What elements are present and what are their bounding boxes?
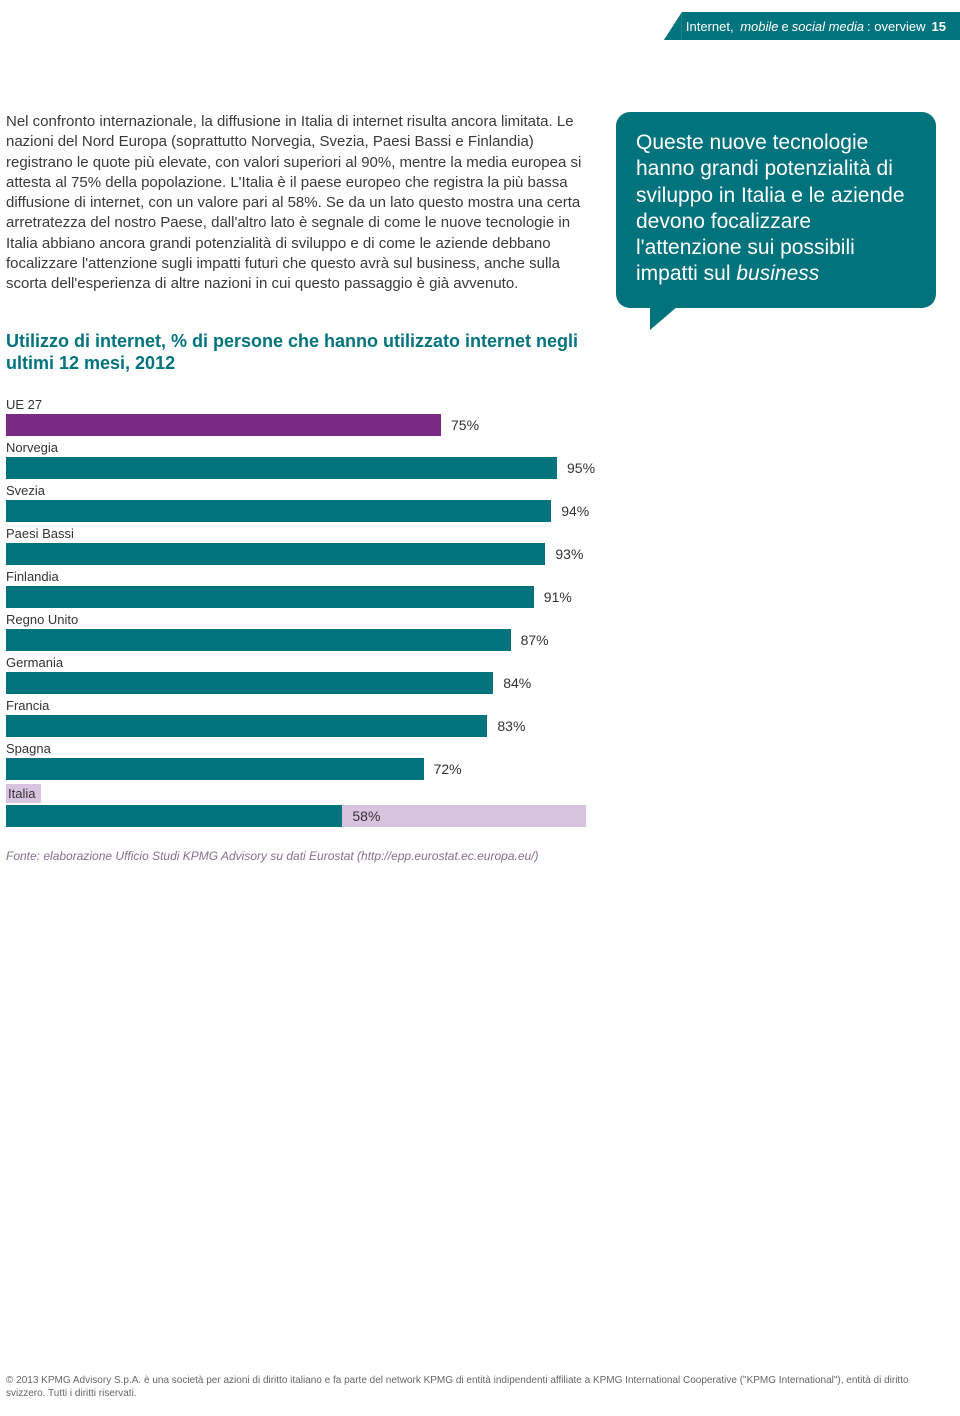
two-col: Nel confronto internazionale, la diffusi… bbox=[6, 112, 936, 308]
bar-value: 94% bbox=[551, 500, 589, 522]
bar-chart: UE 27 75% Norvegia 95% Svezia 94% Paesi Bassi 9… bbox=[6, 397, 936, 827]
bar-row: Norvegia 95% bbox=[6, 440, 936, 479]
body-paragraph: Nel confronto internazionale, la diffusi… bbox=[6, 112, 590, 308]
bar-row: Svezia 94% bbox=[6, 483, 936, 522]
bar-label: Norvegia bbox=[6, 440, 936, 455]
bar-row: Finlandia 91% bbox=[6, 569, 936, 608]
bar-label: Spagna bbox=[6, 741, 936, 756]
bar-value: 87% bbox=[511, 629, 549, 651]
bar-value: 72% bbox=[424, 758, 462, 780]
content: Nel confronto internazionale, la diffusi… bbox=[6, 112, 936, 863]
callout-box: Queste nuove tecnologie hanno grandi pot… bbox=[616, 112, 936, 308]
bar-fill bbox=[6, 586, 534, 608]
callout-wrap: Queste nuove tecnologie hanno grandi pot… bbox=[616, 112, 936, 308]
bar-track: 91% bbox=[6, 586, 586, 608]
bar-fill bbox=[6, 672, 493, 694]
chart-title: Utilizzo di internet, % di persone che h… bbox=[6, 330, 606, 375]
header-suffix: : overview bbox=[867, 19, 926, 34]
bar-fill bbox=[6, 457, 557, 479]
bar-fill bbox=[6, 758, 424, 780]
bar-track: 75% bbox=[6, 414, 586, 436]
bar-fill bbox=[6, 629, 511, 651]
callout-tail bbox=[650, 306, 678, 330]
bar-fill bbox=[6, 543, 545, 565]
header-text: Internet, mobile e social media : overvi… bbox=[682, 12, 960, 40]
bar-track: 87% bbox=[6, 629, 586, 651]
bar-track: 95% bbox=[6, 457, 586, 479]
bar-label: Germania bbox=[6, 655, 936, 670]
bar-track: 72% bbox=[6, 758, 586, 780]
bar-row: Regno Unito 87% bbox=[6, 612, 936, 651]
page-header: Internet, mobile e social media : overvi… bbox=[664, 12, 960, 40]
bar-row: UE 27 75% bbox=[6, 397, 936, 436]
bar-value: 91% bbox=[534, 586, 572, 608]
bar-value: 84% bbox=[493, 672, 531, 694]
bar-row: Italia 58% bbox=[6, 784, 936, 827]
bar-row: Germania 84% bbox=[6, 655, 936, 694]
bar-value: 93% bbox=[545, 543, 583, 565]
bar-track: 94% bbox=[6, 500, 586, 522]
header-italic2: social media bbox=[792, 19, 864, 34]
bar-value: 83% bbox=[487, 715, 525, 737]
bar-fill bbox=[6, 414, 441, 436]
bar-label: Italia bbox=[6, 784, 41, 803]
callout-italic: business bbox=[736, 262, 819, 285]
bar-label: Paesi Bassi bbox=[6, 526, 936, 541]
bar-track: 58% bbox=[6, 805, 586, 827]
footer-copyright: © 2013 KPMG Advisory S.p.A. è una societ… bbox=[6, 1374, 936, 1400]
bar-value: 95% bbox=[557, 457, 595, 479]
bar-label: Svezia bbox=[6, 483, 936, 498]
header-italic1: mobile bbox=[740, 19, 778, 34]
header-prefix: Internet, bbox=[686, 19, 734, 34]
bar-value: 75% bbox=[441, 414, 479, 436]
chart-source: Fonte: elaborazione Ufficio Studi KPMG A… bbox=[6, 849, 936, 863]
header-mid: e bbox=[782, 19, 789, 34]
bar-fill bbox=[6, 805, 342, 827]
bar-label: Regno Unito bbox=[6, 612, 936, 627]
bar-fill bbox=[6, 715, 487, 737]
bar-track: 84% bbox=[6, 672, 586, 694]
bar-track: 83% bbox=[6, 715, 586, 737]
bar-track: 93% bbox=[6, 543, 586, 565]
bar-label: Finlandia bbox=[6, 569, 936, 584]
bar-row: Paesi Bassi 93% bbox=[6, 526, 936, 565]
bar-label: Francia bbox=[6, 698, 936, 713]
bar-fill bbox=[6, 500, 551, 522]
bar-row: Spagna 72% bbox=[6, 741, 936, 780]
bar-label: UE 27 bbox=[6, 397, 936, 412]
bar-value: 58% bbox=[342, 805, 380, 827]
header-slant bbox=[664, 12, 682, 40]
bar-row: Francia 83% bbox=[6, 698, 936, 737]
header-pagenum: 15 bbox=[932, 19, 946, 34]
